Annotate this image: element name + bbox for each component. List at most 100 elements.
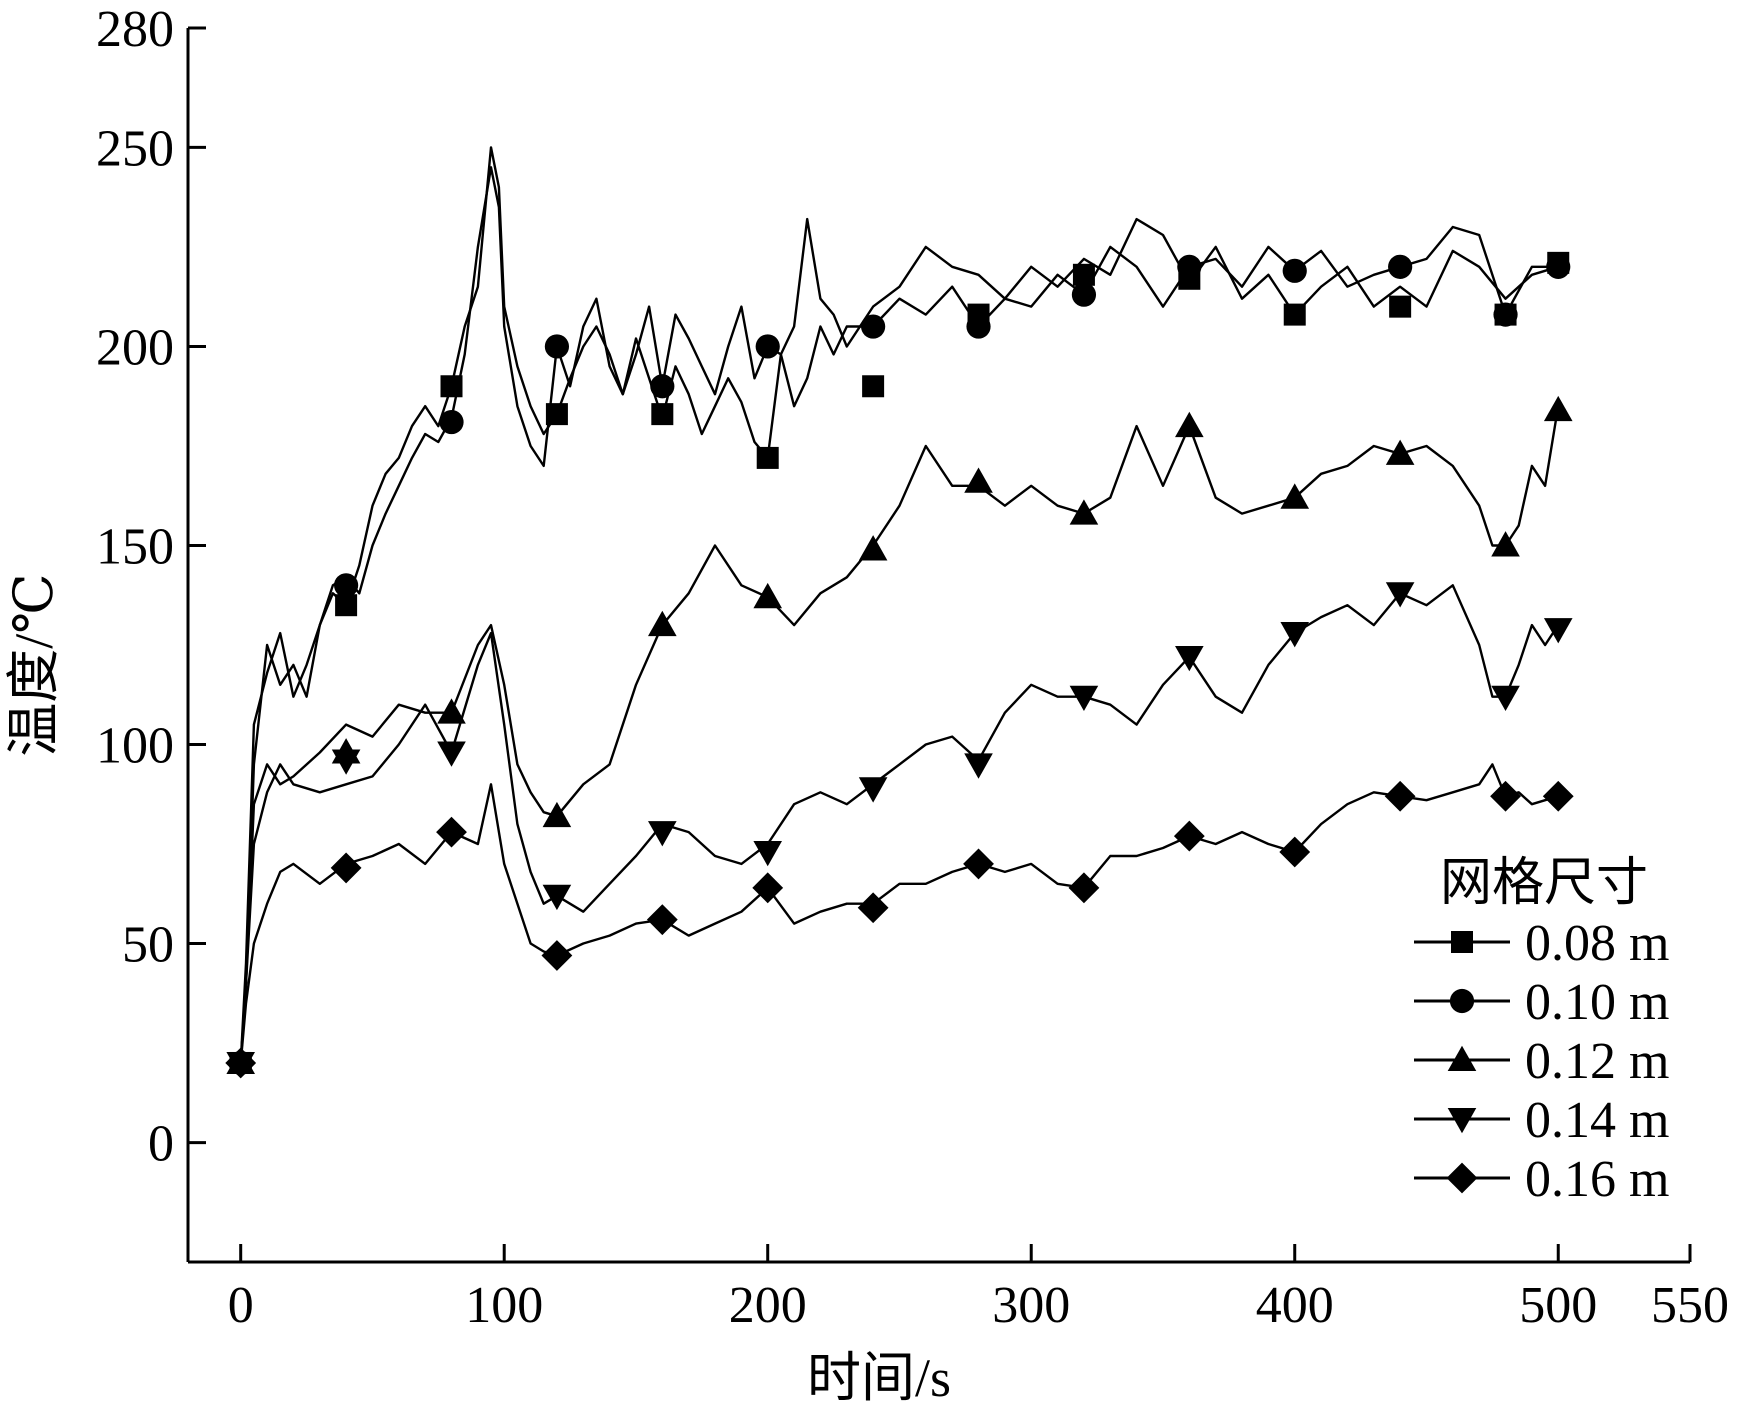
series-1-marker	[1072, 263, 1095, 286]
legend-marker	[1447, 1045, 1477, 1071]
series-4-marker	[1280, 622, 1310, 648]
series-line-1	[239, 146, 1559, 1064]
series-3-marker	[753, 582, 783, 609]
legend-marker	[1451, 931, 1473, 953]
series-4-marker	[753, 840, 783, 867]
series-4-marker	[1385, 582, 1415, 608]
series-2-marker	[1546, 254, 1571, 279]
series-5-marker	[1068, 872, 1100, 904]
series-layer	[225, 146, 1574, 1079]
series-4-marker	[648, 821, 677, 847]
x-tick-label: 200	[729, 1277, 807, 1334]
series-3-marker	[858, 535, 888, 561]
series-4-marker	[331, 749, 361, 775]
legend-label: 0.12 m	[1525, 1033, 1669, 1090]
y-tick-label: 150	[96, 518, 174, 575]
series-2	[228, 166, 1571, 1076]
series-5-marker	[646, 904, 678, 936]
x-tick-label: 550	[1651, 1277, 1729, 1334]
series-2-marker	[1493, 302, 1518, 327]
series-2-marker	[755, 334, 780, 359]
x-tick-label: 0	[228, 1277, 254, 1334]
series-3-marker	[1069, 499, 1099, 525]
y-tick-label: 0	[148, 1116, 174, 1173]
series-line-2	[239, 166, 1559, 1064]
series-5-marker	[963, 848, 994, 880]
series-4-marker	[964, 753, 993, 779]
legend-marker	[1449, 988, 1475, 1014]
series-4-marker	[1069, 685, 1099, 712]
series-2-marker	[861, 314, 886, 339]
series-5-marker	[1490, 780, 1521, 812]
series-3-marker	[542, 801, 572, 828]
series-3-marker	[1175, 411, 1204, 438]
series-2-marker	[544, 334, 570, 359]
series-1-marker	[756, 446, 779, 469]
series-1	[229, 146, 1570, 1074]
series-5-marker	[330, 852, 362, 884]
legend-marker	[1447, 1108, 1477, 1134]
series-2-marker	[1071, 282, 1097, 307]
x-axis-title: 时间/s	[807, 1348, 951, 1408]
x-tick-label: 300	[992, 1277, 1070, 1334]
legend-label: 0.08 m	[1525, 915, 1669, 972]
series-2-marker	[966, 314, 991, 339]
series-1-marker	[1389, 295, 1412, 318]
y-tick-label: 50	[122, 917, 174, 974]
series-4	[226, 582, 1573, 1078]
series-3-marker	[1543, 395, 1573, 422]
series-4-marker	[1175, 645, 1204, 672]
y-tick-label: 250	[96, 120, 174, 177]
series-line-3	[239, 406, 1560, 1064]
y-axis-title: 温度/℃	[4, 573, 64, 756]
series-5-marker	[225, 1047, 257, 1079]
y-tick-label: 100	[96, 718, 174, 775]
legend: 网格尺寸 0.08 m0.10 m0.12 m0.14 m0.16 m	[1414, 855, 1669, 1208]
series-1-marker	[545, 403, 568, 426]
series-5-marker	[1384, 780, 1416, 812]
x-tick-label: 100	[465, 1277, 543, 1334]
series-5	[225, 763, 1574, 1079]
series-5-marker	[1542, 780, 1574, 812]
series-4-marker	[542, 884, 572, 911]
series-3-marker	[648, 610, 677, 637]
series-3-marker	[1491, 531, 1520, 557]
x-tick-label: 500	[1519, 1277, 1597, 1334]
series-2-marker	[1388, 254, 1413, 279]
y-tick-label: 280	[96, 1, 174, 58]
x-tick-label: 400	[1256, 1277, 1334, 1334]
legend-marker	[1446, 1162, 1478, 1194]
legend-label: 0.16 m	[1525, 1151, 1669, 1208]
series-1-marker	[862, 375, 885, 398]
series-5-marker	[1279, 836, 1311, 868]
series-5-marker	[541, 940, 573, 971]
series-3-marker	[437, 698, 466, 724]
series-2-marker	[439, 409, 464, 435]
series-5-marker	[1173, 820, 1205, 852]
series-5-marker	[436, 816, 467, 848]
series-3	[226, 395, 1573, 1074]
series-5-marker	[752, 872, 784, 904]
series-1-marker	[335, 594, 358, 617]
series-3-marker	[1280, 483, 1310, 509]
y-tick-label: 200	[96, 319, 174, 376]
series-4-marker	[1491, 685, 1520, 712]
series-1-marker	[1283, 303, 1306, 326]
series-line-4	[239, 584, 1560, 1064]
series-line-5	[239, 763, 1559, 1064]
axes: 0 50 100 150 200 250 280 0 100 200 300 400 500 550	[96, 1, 1729, 1334]
series-2-marker	[1282, 258, 1307, 283]
series-2-marker	[1177, 254, 1202, 279]
series-4-marker	[858, 777, 888, 803]
series-3-marker	[964, 467, 993, 493]
series-4-marker	[1543, 618, 1573, 644]
series-4-marker	[437, 741, 466, 767]
series-5-marker	[857, 892, 889, 924]
series-1-marker	[651, 403, 674, 426]
series-2-marker	[334, 573, 359, 598]
series-2-marker	[650, 374, 675, 399]
legend-title: 网格尺寸	[1440, 855, 1648, 912]
series-3-marker	[1385, 439, 1415, 465]
legend-label: 0.14 m	[1525, 1092, 1669, 1149]
